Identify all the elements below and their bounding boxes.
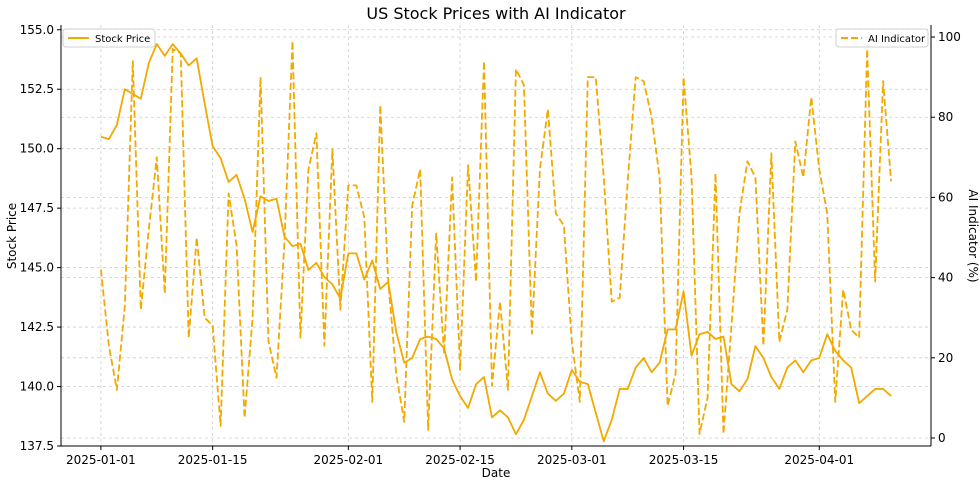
y-axis-right-title: AI Indicator (%) bbox=[966, 189, 980, 282]
x-tick-label: 2025-01-01 bbox=[66, 453, 136, 467]
x-tick-label: 2025-04-01 bbox=[784, 453, 854, 467]
legend-left-label: Stock Price bbox=[95, 34, 150, 45]
series-layer bbox=[100, 40, 892, 443]
series-line-stock-price bbox=[100, 43, 892, 443]
y-tick-label-left: 140.0 bbox=[20, 380, 54, 394]
x-tick-label: 2025-03-01 bbox=[537, 453, 607, 467]
x-tick-label: 2025-01-15 bbox=[178, 453, 248, 467]
grid bbox=[61, 25, 931, 447]
ticks: 2025-01-01 2025-01-15 2025-02-01 2025-02-15… bbox=[20, 23, 961, 467]
y-tick-label-left: 142.5 bbox=[20, 320, 54, 334]
y-tick-label-left: 152.5 bbox=[20, 82, 54, 96]
legend-right-label: AI Indicator bbox=[868, 34, 926, 45]
y-tick-label-left: 147.5 bbox=[20, 201, 54, 215]
x-tick-label: 2025-02-15 bbox=[425, 453, 495, 467]
y-tick-label-left: 155.0 bbox=[20, 23, 54, 37]
y-axis-left-title: Stock Price bbox=[5, 203, 19, 269]
y-tick-label-right: 60 bbox=[938, 190, 953, 204]
series-line-ai-indicator bbox=[100, 40, 892, 435]
chart-title: US Stock Prices with AI Indicator bbox=[366, 4, 626, 23]
x-tick-label: 2025-02-01 bbox=[313, 453, 383, 467]
y-tick-label-left: 150.0 bbox=[20, 142, 54, 156]
y-tick-label-right: 0 bbox=[938, 431, 946, 445]
x-axis-title: Date bbox=[482, 466, 511, 480]
y-tick-label-right: 100 bbox=[938, 30, 961, 44]
legend-left: Stock Price bbox=[62, 28, 156, 48]
y-tick-label-left: 137.5 bbox=[20, 439, 54, 453]
axes bbox=[60, 25, 932, 447]
y-tick-label-right: 40 bbox=[938, 271, 953, 285]
x-tick-label: 2025-03-15 bbox=[649, 453, 719, 467]
y-tick-label-right: 80 bbox=[938, 110, 953, 124]
y-tick-label-left: 145.0 bbox=[20, 261, 54, 275]
y-tick-label-right: 20 bbox=[938, 351, 953, 365]
legend-right: AI Indicator bbox=[835, 28, 929, 48]
